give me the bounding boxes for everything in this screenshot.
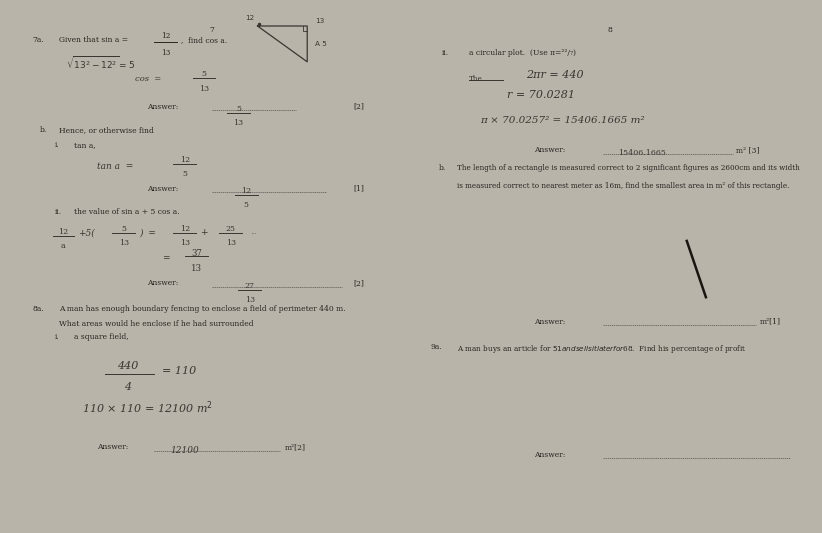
Text: 12: 12	[245, 15, 255, 21]
Text: a circular plot.  (Use π=²²/₇): a circular plot. (Use π=²²/₇)	[469, 49, 576, 57]
Text: 25: 25	[226, 224, 236, 232]
Text: 8: 8	[608, 26, 612, 34]
Text: 15406.1665: 15406.1665	[618, 149, 666, 157]
Text: π × 70.0257² = 15406.1665 m²: π × 70.0257² = 15406.1665 m²	[480, 116, 645, 125]
Text: 12: 12	[58, 228, 67, 236]
Text: The: The	[469, 75, 483, 83]
Text: 13: 13	[161, 49, 170, 57]
Text: 7a.: 7a.	[32, 36, 44, 44]
Text: 13: 13	[245, 296, 255, 304]
Text: +5(: +5(	[78, 228, 95, 237]
Text: 110 $\times$ 110 = 12100 m$^2$: 110 $\times$ 110 = 12100 m$^2$	[81, 400, 213, 416]
Text: 13: 13	[180, 239, 190, 247]
Text: A man buys an article for $51 and sells it later for $68.  Find his percentage o: A man buys an article for $51 and sells …	[457, 343, 747, 356]
Text: 37: 37	[191, 248, 202, 257]
Text: +: +	[201, 228, 208, 237]
Text: 13: 13	[118, 239, 129, 247]
Text: Hence, or otherwise find: Hence, or otherwise find	[59, 126, 154, 134]
Text: Given that sin a =: Given that sin a =	[59, 36, 128, 44]
Text: )  =: ) =	[139, 228, 156, 237]
Text: i.: i.	[55, 333, 60, 341]
Text: [2]: [2]	[353, 103, 365, 111]
Text: 12: 12	[180, 157, 190, 165]
Text: m²[1]: m²[1]	[760, 318, 780, 326]
Text: 5: 5	[243, 201, 248, 209]
Text: Answer:: Answer:	[146, 184, 178, 192]
Text: tan a,: tan a,	[74, 141, 96, 149]
Text: 13: 13	[191, 264, 202, 273]
Text: 12: 12	[241, 187, 252, 195]
Text: Answer:: Answer:	[97, 443, 128, 451]
Text: m² [3]: m² [3]	[737, 146, 760, 154]
Text: 5: 5	[182, 171, 187, 179]
Text: A man has enough boundary fencing to enclose a field of perimeter 440 m.: A man has enough boundary fencing to enc…	[59, 305, 345, 313]
Text: [1]: [1]	[353, 184, 365, 192]
Text: a: a	[60, 242, 65, 250]
Text: the value of sin a + 5 cos a.: the value of sin a + 5 cos a.	[74, 208, 180, 216]
Text: 27: 27	[245, 282, 255, 290]
Text: i.: i.	[55, 141, 60, 149]
Text: ii.: ii.	[55, 208, 62, 216]
Text: is measured correct to nearest meter as 16m, find the smallest area in m² of thi: is measured correct to nearest meter as …	[457, 182, 790, 190]
Text: 13: 13	[315, 18, 324, 25]
Text: 12: 12	[180, 224, 190, 232]
Text: b.: b.	[39, 126, 47, 134]
Text: Answer:: Answer:	[146, 103, 178, 111]
Text: 4: 4	[124, 382, 132, 392]
Text: a square field,: a square field,	[74, 333, 129, 341]
Text: 2πr = 440: 2πr = 440	[526, 69, 584, 79]
Text: b.: b.	[438, 164, 446, 172]
Text: Answer:: Answer:	[534, 451, 566, 459]
Text: = 110: = 110	[162, 366, 196, 376]
Text: Answer:: Answer:	[534, 318, 566, 326]
Text: 13: 13	[199, 85, 209, 93]
Text: $\sqrt{13^2 - 12^2} = 5$: $\sqrt{13^2 - 12^2} = 5$	[67, 54, 136, 71]
Text: 8a.: 8a.	[32, 305, 44, 313]
Text: ii.: ii.	[442, 49, 450, 57]
Text: 440: 440	[117, 361, 138, 371]
Text: ...: ...	[250, 228, 256, 236]
Text: Answer:: Answer:	[146, 279, 178, 287]
Text: 7: 7	[210, 26, 214, 34]
Text: What areas would he enclose if he had surrounded: What areas would he enclose if he had su…	[59, 320, 253, 328]
Text: cos  =: cos =	[135, 75, 161, 83]
Text: tan a  =: tan a =	[97, 161, 133, 171]
Text: ,  find cos a.: , find cos a.	[181, 36, 228, 44]
Text: 5: 5	[236, 106, 241, 114]
Text: r = 70.0281: r = 70.0281	[507, 90, 575, 100]
Text: 13: 13	[233, 119, 243, 127]
Text: 5: 5	[201, 69, 206, 77]
Text: Answer:: Answer:	[534, 146, 566, 154]
Text: =: =	[162, 254, 169, 263]
Text: 12100: 12100	[170, 446, 199, 455]
Text: A 5: A 5	[315, 41, 326, 47]
Text: 5: 5	[122, 224, 127, 232]
Text: 9a.: 9a.	[431, 343, 442, 351]
Text: [2]: [2]	[353, 279, 365, 287]
Text: 12: 12	[161, 32, 170, 40]
Text: The length of a rectangle is measured correct to 2 significant figures as 2600cm: The length of a rectangle is measured co…	[457, 164, 800, 172]
Text: 13: 13	[226, 239, 236, 247]
Text: m²[2]: m²[2]	[284, 443, 305, 451]
